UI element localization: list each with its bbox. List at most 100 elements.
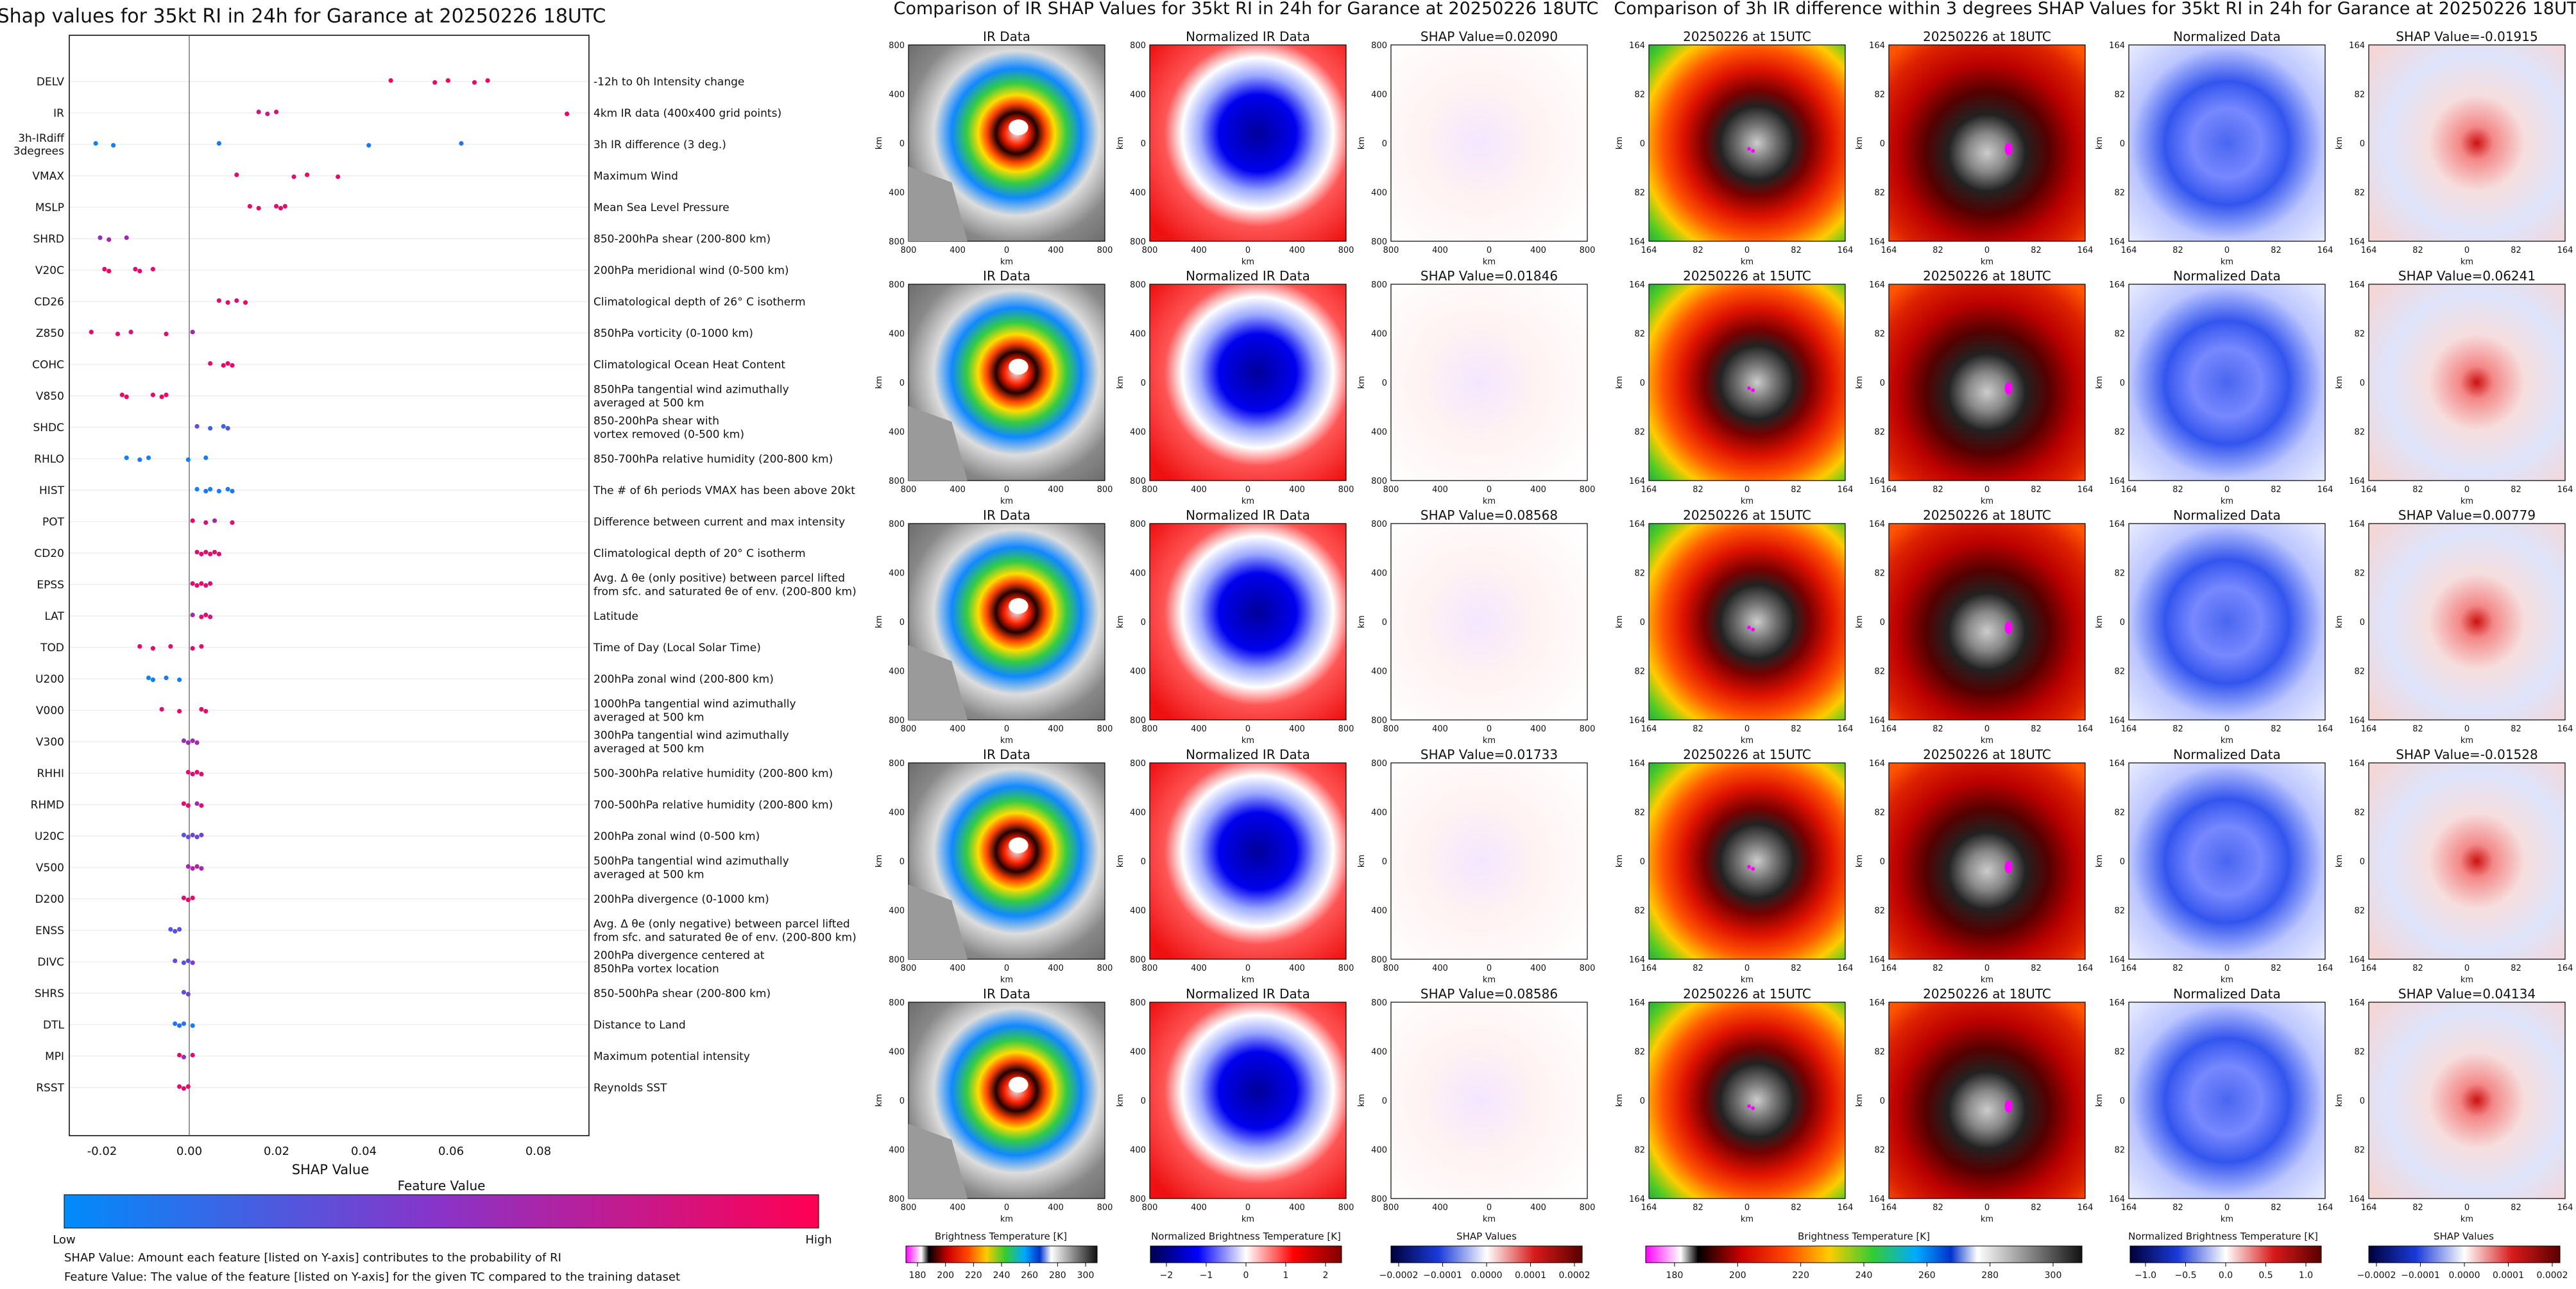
x-tick-label: 0 bbox=[1487, 485, 1492, 495]
y-tick-label: 0 bbox=[1382, 1097, 1387, 1106]
shap-point bbox=[225, 361, 230, 366]
y-tick-label: 400 bbox=[1130, 330, 1146, 339]
y-axis-label: km bbox=[2095, 1094, 2104, 1107]
x-axis-label: km bbox=[1000, 736, 1013, 746]
y-tick-label: 400 bbox=[889, 907, 905, 916]
y-tick-label: 400 bbox=[1130, 667, 1146, 677]
x-axis-label: km bbox=[1981, 497, 1993, 506]
y-tick-label: 800 bbox=[1371, 280, 1387, 290]
feature-description-label: averaged at 500 km bbox=[593, 743, 704, 756]
y-tick-label: 164 bbox=[2349, 759, 2365, 769]
panel-title: SHAP Value=0.02090 bbox=[1420, 29, 1558, 44]
y-tick-label: 800 bbox=[1130, 280, 1146, 290]
image-panel: Normalized Data1641648282008282164164kmk… bbox=[2095, 747, 2333, 985]
image-field bbox=[1390, 762, 1588, 960]
shap-feature-descriptions: -12h to 0h Intensity change 4km IR data (… bbox=[593, 76, 857, 1095]
x-tick-label: 82 bbox=[2271, 1203, 2282, 1213]
x-tick-label: 400 bbox=[1289, 1203, 1305, 1213]
y-axis-label: km bbox=[1116, 615, 1125, 628]
x-tick-label: 164 bbox=[1641, 246, 1657, 255]
shap-point bbox=[177, 1023, 182, 1029]
cbar-tick-label: −0.5 bbox=[2175, 1270, 2197, 1281]
cbar-tick-label: 240 bbox=[1855, 1270, 1873, 1281]
x-axis-label: km bbox=[1483, 1215, 1496, 1224]
cbar-tick-label: −1.0 bbox=[2135, 1270, 2156, 1281]
x-tick-label: 82 bbox=[2031, 246, 2042, 255]
x-tick-label: 800 bbox=[1338, 1203, 1354, 1213]
y-tick-label: 0 bbox=[1880, 618, 1885, 627]
image-panel: Normalized IR Data8008004004000040040080… bbox=[1116, 268, 1354, 506]
cbar-tick-label: 0.0000 bbox=[1471, 1270, 1503, 1281]
shap-point bbox=[230, 520, 235, 525]
image-field bbox=[1149, 1002, 1347, 1199]
x-axis-label: km bbox=[1981, 257, 1993, 267]
shap-point bbox=[459, 141, 464, 146]
feature-code-label: DIVC bbox=[37, 956, 64, 969]
y-axis-label: km bbox=[2095, 615, 2104, 628]
y-tick-label: 82 bbox=[2354, 90, 2365, 100]
y-tick-label: 164 bbox=[2349, 477, 2365, 486]
feature-code-label: Z850 bbox=[36, 327, 64, 340]
y-tick-label: 164 bbox=[1629, 998, 1645, 1008]
y-axis-label: km bbox=[2335, 1094, 2344, 1107]
x-tick-label: 400 bbox=[1048, 485, 1064, 495]
x-axis-label: km bbox=[2221, 736, 2233, 746]
feature-description-label: Maximum potential intensity bbox=[593, 1050, 750, 1063]
y-tick-label: 164 bbox=[2109, 998, 2125, 1008]
shap-point bbox=[128, 329, 133, 335]
feature-code-label: CD20 bbox=[34, 547, 64, 560]
shap-point bbox=[181, 1054, 187, 1060]
x-tick-label: 82 bbox=[2031, 485, 2042, 495]
feature-code-label: D200 bbox=[35, 893, 64, 906]
panel-title: Normalized Data bbox=[2173, 29, 2281, 44]
image-panel: 20250226 at 18UTC1641648282008282164164k… bbox=[1855, 508, 2093, 746]
shap-point bbox=[190, 612, 195, 618]
cbar-tick-label: −2 bbox=[1160, 1270, 1173, 1281]
cbar-ticks: 180 200 220 240 260 280 300 bbox=[1666, 1263, 2061, 1281]
y-tick-label: 800 bbox=[1130, 520, 1146, 529]
shap-point bbox=[212, 549, 218, 555]
shap-colorbar bbox=[1390, 1245, 1583, 1263]
y-tick-label: 800 bbox=[1371, 955, 1387, 965]
y-tick-label: 0 bbox=[2120, 139, 2125, 149]
x-tick-label: 82 bbox=[2412, 485, 2423, 495]
shap-point bbox=[190, 581, 195, 586]
x-tick-label: 800 bbox=[1338, 964, 1354, 973]
feature-description-label: Climatological depth of 20° C isotherm bbox=[593, 547, 806, 560]
y-axis-label: km bbox=[2095, 855, 2104, 867]
panel-title: SHAP Value=-0.01915 bbox=[2396, 29, 2538, 44]
feature-description-label: 500hPa tangential wind azimuthally bbox=[593, 855, 789, 868]
x-tick-label: 800 bbox=[1097, 485, 1113, 495]
image-field bbox=[1888, 1002, 2086, 1199]
panel-title: SHAP Value=0.01733 bbox=[1420, 747, 1558, 762]
storm-center-marker bbox=[2004, 1100, 2013, 1113]
feature-description-label: 200hPa meridional wind (0-500 km) bbox=[593, 264, 789, 277]
shap-point bbox=[111, 142, 116, 148]
shap-point bbox=[199, 706, 204, 712]
x-tick-label: 82 bbox=[2412, 724, 2423, 734]
x-tick-label: 0 bbox=[1487, 246, 1492, 255]
cbar-tick-label: 0.0 bbox=[2219, 1270, 2233, 1281]
x-tick-label: 800 bbox=[1142, 246, 1158, 255]
y-tick-label: 164 bbox=[1629, 520, 1645, 529]
feature-description-label: Maximum Wind bbox=[593, 170, 678, 183]
x-axis-label: km bbox=[1241, 975, 1254, 985]
y-tick-label: 800 bbox=[1371, 237, 1387, 247]
x-tick-label: 164 bbox=[2317, 964, 2333, 973]
x-tick-label: 400 bbox=[1530, 1203, 1546, 1213]
x-tick-label: 164 bbox=[2077, 246, 2094, 255]
shap-point bbox=[243, 300, 248, 305]
x-tick-label: 800 bbox=[1580, 724, 1596, 734]
storm-center-marker bbox=[1747, 1104, 1752, 1109]
shap-point bbox=[190, 895, 195, 901]
feature-description-label: 3h IR difference (3 deg.) bbox=[593, 139, 726, 151]
x-tick-label: 82 bbox=[2511, 485, 2521, 495]
cbar-label: Normalized Brightness Temperature [K] bbox=[1151, 1231, 1341, 1242]
y-tick-label: 164 bbox=[1629, 1195, 1645, 1204]
cbar-tick-label: 0.5 bbox=[2258, 1270, 2273, 1281]
feature-code-label: DELV bbox=[37, 76, 64, 89]
cbar-ticks: 180 200 220 240 260 280 300 bbox=[909, 1263, 1094, 1281]
image-panel: Normalized Data1641648282008282164164kmk… bbox=[2095, 986, 2333, 1224]
